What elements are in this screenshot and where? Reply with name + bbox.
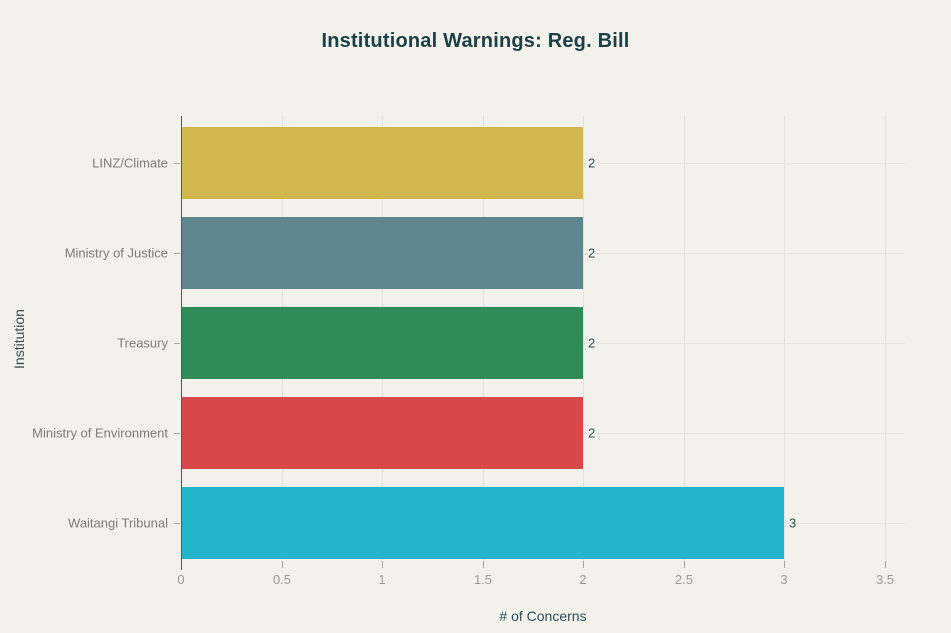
- gridline-vertical: [784, 116, 785, 561]
- x-axis-tick: [684, 561, 685, 568]
- y-axis-tick: [174, 523, 180, 524]
- x-axis-tick-label: 3: [780, 572, 788, 587]
- gridline-vertical: [583, 116, 584, 561]
- x-axis-tick: [583, 561, 584, 568]
- x-axis-tick: [282, 561, 283, 568]
- bar-0: [181, 127, 583, 199]
- x-axis-tick-label: 2: [579, 572, 587, 587]
- x-axis-tick-label: 3.5: [875, 572, 895, 587]
- gridline-vertical: [684, 116, 685, 561]
- bar-value-label: 2: [588, 155, 596, 171]
- category-label: LINZ/Climate: [92, 155, 168, 171]
- chart-title: Institutional Warnings: Reg. Bill: [321, 30, 630, 52]
- x-axis-tick-label: 1: [378, 572, 386, 587]
- x-axis-tick: [483, 561, 484, 568]
- plot-area: 2 2 2 2 3: [181, 116, 905, 570]
- x-axis-tick-label: 0.5: [272, 572, 292, 587]
- category-label: Ministry of Environment: [32, 425, 168, 441]
- y-axis-tick: [174, 253, 180, 254]
- category-label: Ministry of Justice: [64, 245, 168, 261]
- y-axis-line: [181, 116, 182, 570]
- y-axis-tick: [174, 433, 180, 434]
- x-axis-title: # of Concerns: [499, 608, 587, 624]
- bar-value-label: 2: [588, 335, 596, 351]
- bar-value-label: 2: [588, 425, 596, 441]
- category-label: Waitangi Tribunal: [68, 515, 168, 531]
- category-label: Treasury: [117, 335, 168, 351]
- bar-value-label: 3: [789, 515, 797, 531]
- gridline-vertical: [885, 116, 886, 561]
- x-axis-tick-label: 2.5: [674, 572, 694, 587]
- bar-value-label: 2: [588, 245, 596, 261]
- x-axis-tick: [784, 561, 785, 568]
- bar-2: [181, 307, 583, 379]
- y-axis-tick: [174, 163, 180, 164]
- x-axis-tick: [382, 561, 383, 568]
- y-axis-tick: [174, 343, 180, 344]
- x-axis-tick-label: 0: [177, 572, 185, 587]
- bar-1: [181, 217, 583, 289]
- bar-3: [181, 397, 583, 469]
- x-axis-tick: [885, 561, 886, 568]
- bar-4: [181, 487, 784, 559]
- x-axis-tick-label: 1.5: [473, 572, 493, 587]
